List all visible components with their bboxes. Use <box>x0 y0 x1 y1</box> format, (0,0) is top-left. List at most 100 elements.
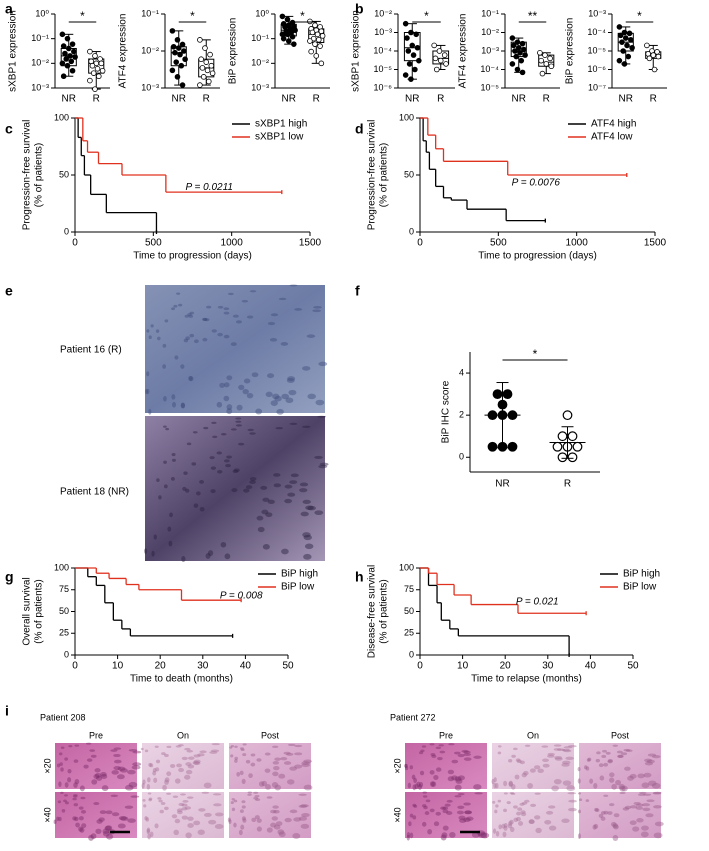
texture <box>202 317 208 321</box>
data-point <box>197 82 203 88</box>
texture <box>618 783 625 790</box>
texture <box>437 756 443 761</box>
texture <box>451 775 458 781</box>
texture <box>127 769 136 775</box>
texture <box>157 797 162 800</box>
data-point <box>204 67 211 74</box>
significance-label: * <box>424 9 429 23</box>
texture <box>256 758 262 762</box>
texture <box>269 337 278 342</box>
data-point <box>309 29 316 36</box>
texture <box>211 421 217 424</box>
texture <box>439 750 446 754</box>
data-point <box>89 62 96 69</box>
texture <box>289 284 298 287</box>
texture <box>446 811 453 815</box>
micrograph <box>492 743 574 789</box>
texture <box>234 759 238 763</box>
texture <box>314 455 323 460</box>
texture <box>447 776 455 782</box>
texture <box>203 782 212 789</box>
texture <box>247 428 254 432</box>
panel-label: f <box>355 283 360 299</box>
texture <box>595 758 601 763</box>
texture <box>509 792 515 795</box>
texture <box>272 760 280 765</box>
texture <box>553 748 562 751</box>
data-point <box>539 70 546 77</box>
y-tick-label: 0 <box>409 649 414 659</box>
texture <box>58 781 62 787</box>
texture <box>183 338 189 343</box>
texture <box>155 329 160 333</box>
texture <box>473 755 482 759</box>
texture <box>451 759 459 764</box>
texture <box>58 816 62 822</box>
texture <box>86 758 93 762</box>
y-axis-title: (% of patients) <box>34 143 45 207</box>
texture <box>251 372 259 378</box>
texture <box>503 780 508 787</box>
texture <box>142 799 146 802</box>
data-point <box>92 53 98 59</box>
data-point <box>646 55 653 62</box>
texture <box>616 750 623 754</box>
texture <box>78 806 84 810</box>
texture <box>303 534 312 541</box>
texture <box>184 774 191 780</box>
texture <box>623 748 631 752</box>
texture <box>232 314 239 318</box>
texture <box>239 770 244 776</box>
texture <box>607 759 613 764</box>
texture <box>165 427 170 431</box>
texture <box>547 754 555 758</box>
texture <box>422 795 428 798</box>
texture <box>261 509 269 515</box>
x-tick-label: 500 <box>145 238 162 249</box>
micrograph <box>229 743 311 789</box>
y-tick-label: 0 <box>409 226 414 236</box>
significance-label: * <box>300 9 305 23</box>
texture <box>544 819 552 825</box>
texture <box>579 798 583 802</box>
texture <box>433 821 440 827</box>
texture <box>302 366 311 371</box>
texture <box>275 821 283 826</box>
texture <box>197 753 205 757</box>
y-tick-label: 75 <box>59 584 69 594</box>
texture <box>240 748 245 752</box>
significance-label: * <box>637 9 642 23</box>
texture <box>208 819 217 825</box>
texture <box>178 303 183 307</box>
texture <box>209 751 218 754</box>
texture <box>444 803 451 807</box>
x-axis-title: Time to progression (days) <box>133 251 252 262</box>
texture <box>255 408 263 415</box>
texture <box>167 526 172 532</box>
x-tick-label: 0 <box>417 238 423 249</box>
data-point <box>284 16 291 23</box>
texture <box>287 376 296 382</box>
texture <box>554 757 563 761</box>
texture <box>530 803 537 807</box>
y-tick-label: 10⁻¹ <box>251 33 269 43</box>
texture <box>74 778 80 785</box>
texture <box>238 384 245 390</box>
data-point <box>502 389 513 400</box>
texture <box>528 819 535 824</box>
texture <box>98 817 105 822</box>
data-point <box>538 57 544 64</box>
data-point <box>557 452 568 463</box>
texture <box>226 404 233 410</box>
texture <box>422 821 427 827</box>
texture <box>148 335 152 340</box>
data-point <box>199 65 206 71</box>
texture <box>638 791 647 795</box>
texture <box>172 795 179 798</box>
texture <box>147 792 152 795</box>
texture <box>599 775 605 781</box>
texture <box>202 317 208 321</box>
texture <box>220 541 227 548</box>
data-point <box>280 35 287 42</box>
texture <box>547 752 555 756</box>
